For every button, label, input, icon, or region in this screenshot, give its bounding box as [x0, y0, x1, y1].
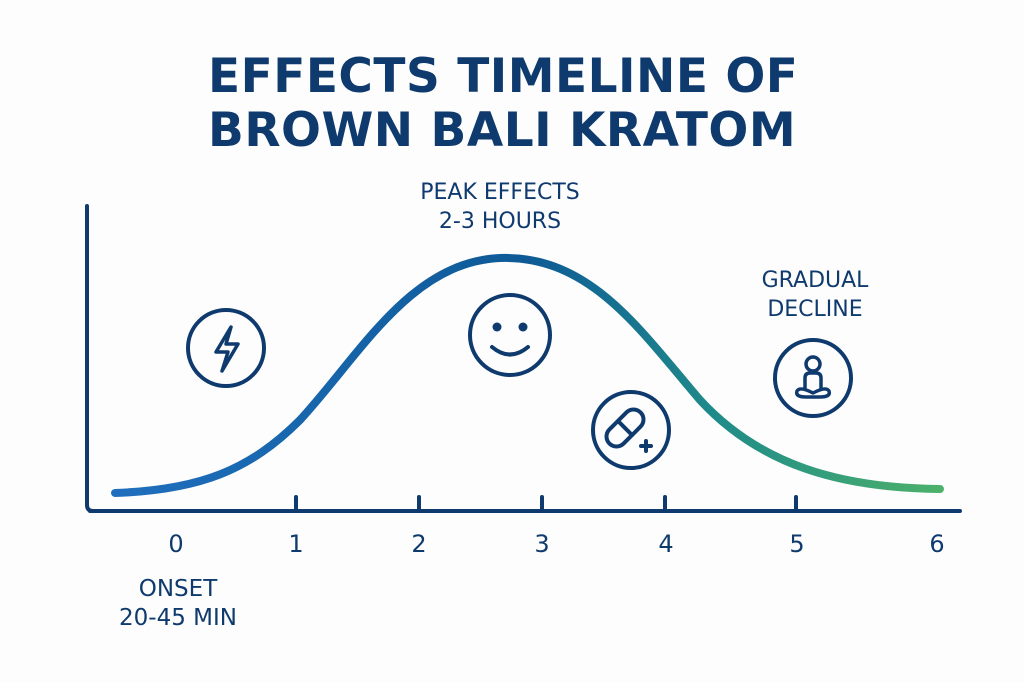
decline-label-line-1: GRADUAL	[761, 268, 869, 293]
decline-annotation: GRADUAL DECLINE	[735, 266, 895, 324]
x-tick-label-4: 4	[658, 530, 674, 558]
chart-title: EFFECTS TIMELINE OF BROWN BALI KRATOM	[208, 50, 798, 158]
x-tick-label-0: 0	[168, 530, 184, 558]
peak-label-line-1: PEAK EFFECTS	[420, 180, 580, 205]
x-ticks	[294, 495, 798, 513]
peak-annotation: PEAK EFFECTS 2-3 HOURS	[390, 178, 610, 236]
meditation-icon	[773, 338, 853, 418]
title-line-2: BROWN BALI KRATOM	[208, 103, 797, 158]
axes	[85, 204, 962, 513]
x-tick-label-2: 2	[411, 530, 427, 558]
smiley-face-icon	[468, 293, 552, 377]
effect-curve	[111, 253, 944, 497]
y-axis	[85, 204, 95, 513]
x-tick-label-1: 1	[288, 530, 304, 558]
title-line-1: EFFECTS TIMELINE OF	[208, 49, 799, 104]
x-tick-label-6: 6	[929, 530, 945, 558]
peak-label-line-2: 2-3 HOURS	[438, 209, 562, 234]
onset-label-line-1: ONSET	[138, 576, 218, 602]
x-tick-label-5: 5	[789, 530, 805, 558]
decline-label-line-2: DECLINE	[767, 297, 863, 322]
x-tick-label-3: 3	[534, 530, 550, 558]
lightning-bolt-icon	[186, 308, 266, 388]
pill-plus-icon	[591, 390, 671, 470]
onset-annotation: ONSET 20-45 MIN	[98, 575, 258, 633]
onset-label-line-2: 20-45 MIN	[119, 605, 237, 631]
